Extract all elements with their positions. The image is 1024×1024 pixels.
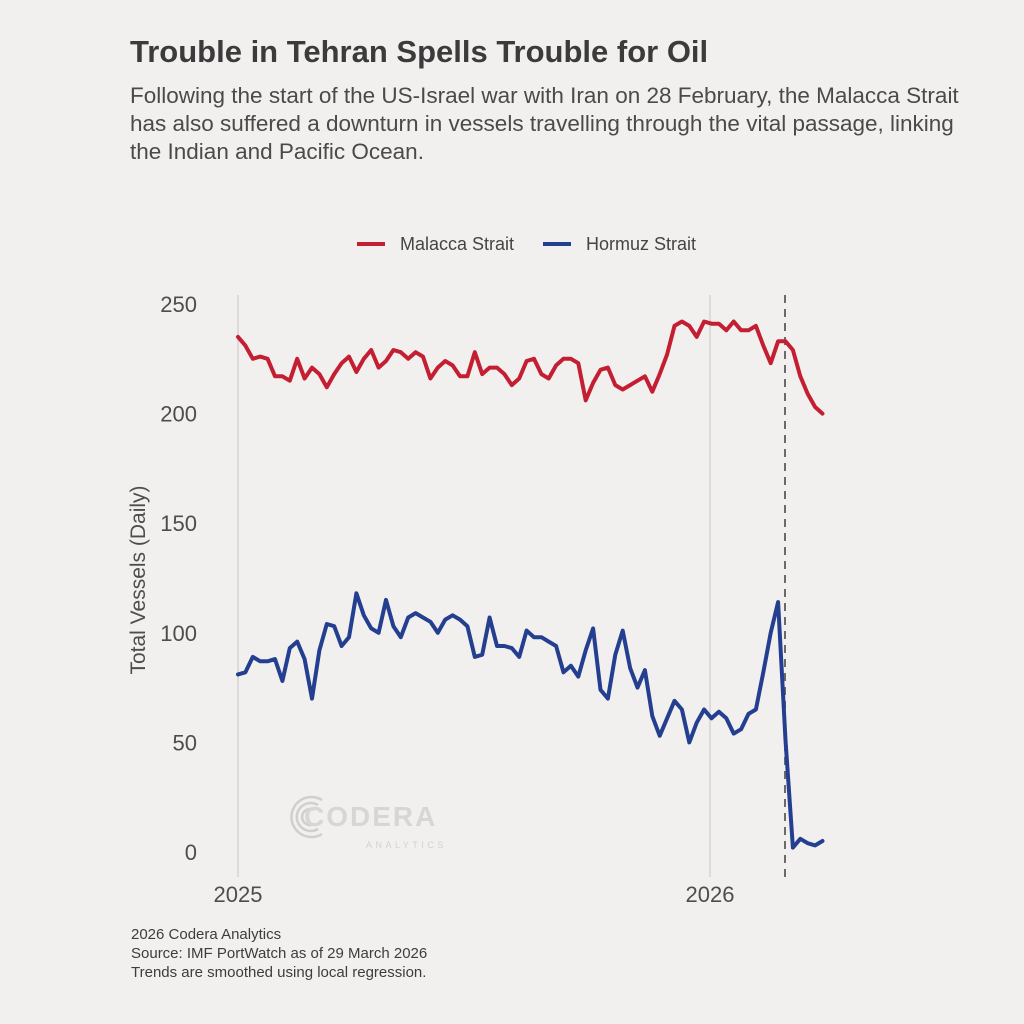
y-tick-label: 250 [160,292,197,317]
chart-subtitle: Following the start of the US-Israel war… [130,83,959,164]
x-axis-ticks: 2025 2026 [214,882,735,907]
x-tick-label: 2026 [686,882,735,907]
logo-subtext: ANALYTICS [366,840,447,850]
method-note: Trends are smoothed using local regressi… [131,964,427,981]
source-note: Source: IMF PortWatch as of 29 March 202… [131,945,428,962]
series-lines [236,319,825,850]
logo-swirl-icon [290,795,323,839]
legend-label-malacca: Malacca Strait [400,234,514,254]
y-tick-label: 50 [173,730,197,755]
legend: Malacca Strait Hormuz Strait [357,234,696,254]
y-tick-label: 0 [185,840,197,865]
logo-text: CODERA [304,801,437,832]
series-line-hormuz-strait [236,591,825,850]
y-tick-label: 150 [160,511,197,536]
x-tick-label: 2025 [214,882,263,907]
y-axis-ticks: 0 50 100 150 200 250 [160,292,197,865]
y-tick-label: 100 [160,621,197,646]
y-axis-label: Total Vessels (Daily) [127,485,150,674]
legend-label-hormuz: Hormuz Strait [586,234,696,254]
series-line-malacca-strait [236,319,825,416]
codera-logo: CODERA ANALYTICS [290,795,447,850]
gridlines [237,295,711,877]
copyright-note: 2026 Codera Analytics [131,926,282,943]
y-tick-label: 200 [160,402,197,427]
chart-title: Trouble in Tehran Spells Trouble for Oil [130,34,709,69]
footer: 2026 Codera Analytics Source: IMF PortWa… [131,925,427,982]
